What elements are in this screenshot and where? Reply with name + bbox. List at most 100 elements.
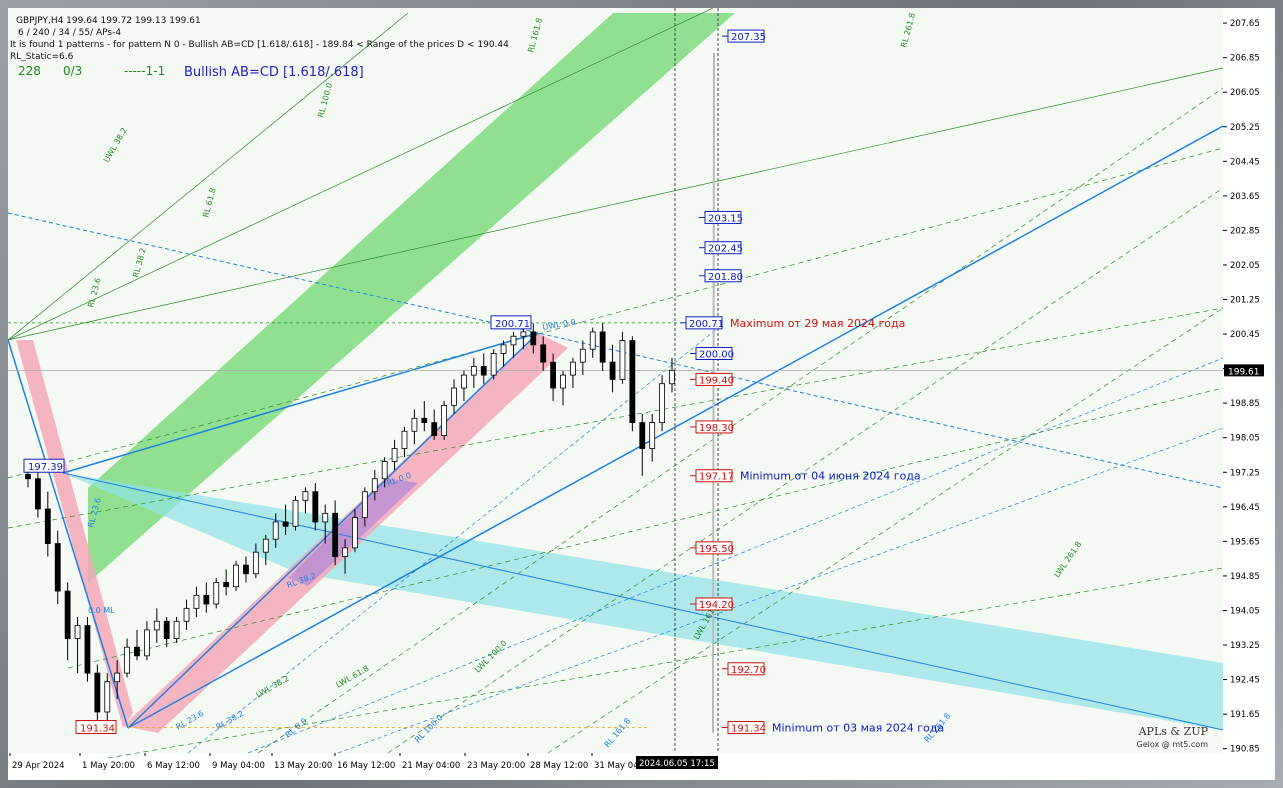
info-line-2: It is found 1 patterns - for pattern N 0…	[10, 40, 509, 50]
candle-39	[411, 409, 418, 445]
candle-body	[213, 582, 220, 605]
level-note: Maximum от 29 мая 2024 года	[730, 317, 905, 330]
candle-31	[332, 500, 339, 566]
candle-49	[510, 331, 517, 358]
green-fan-line-8	[387, 187, 1224, 754]
blue-fan-line-8	[337, 427, 1224, 754]
candle-12	[143, 621, 150, 661]
candle-body	[35, 478, 41, 510]
candle-body	[599, 331, 606, 363]
ytick-label-8: 201.25	[1230, 296, 1260, 306]
pivot-label-a: 197.39	[23, 458, 65, 473]
info-panel: GBPJPY,H4 199.64 199.72 199.13 199.61 6 …	[10, 16, 509, 80]
candle-7	[94, 664, 101, 728]
green-fan-line-2	[8, 67, 1224, 341]
level-7: 198.30	[690, 420, 734, 434]
candle-body	[550, 361, 557, 389]
level-11: 192.70	[722, 662, 766, 676]
candle-23	[252, 543, 259, 579]
green-channel	[88, 13, 735, 583]
ytick-label-16: 194.85	[1230, 572, 1260, 582]
price-axis	[1223, 8, 1275, 753]
ytick-label-17: 194.05	[1230, 606, 1260, 616]
candle-6	[84, 616, 91, 682]
candle-body	[332, 512, 339, 557]
candle-body	[570, 361, 576, 376]
level-10: 194.20	[690, 597, 734, 611]
candle-body	[134, 646, 140, 657]
pivot-box	[490, 315, 532, 330]
xtick-label-3: 9 May 04:00	[212, 761, 265, 771]
candle-body	[500, 344, 507, 354]
candle-body	[490, 353, 497, 376]
level-label: 200.71	[689, 319, 724, 330]
candle-body	[143, 629, 150, 657]
candle-20	[223, 569, 230, 596]
candle-body	[421, 417, 428, 424]
candle-54	[560, 370, 566, 406]
watermark-line-2: Gelox @ mt5.com	[1137, 740, 1209, 749]
candle-body	[619, 340, 626, 380]
xtick-label-8: 28 May 12:00	[530, 761, 588, 771]
candle-layer	[25, 322, 675, 728]
level-5: 200.00	[690, 347, 734, 361]
pivot-text: 197.39	[28, 462, 63, 473]
ytick-label-6: 202.85	[1230, 226, 1260, 236]
candle-42	[441, 401, 448, 440]
candle-60	[619, 331, 626, 384]
blue-fan-line-7	[247, 357, 1224, 754]
level-box	[727, 29, 765, 43]
candle-53	[550, 353, 557, 402]
candle-body	[560, 374, 566, 389]
candle-36	[381, 457, 388, 488]
ytick-label-20: 191.65	[1230, 710, 1260, 720]
candle-4	[64, 582, 71, 661]
candle-8	[104, 673, 111, 721]
candle-46	[480, 353, 487, 384]
level-label: 197.17	[699, 472, 734, 483]
candle-body	[371, 478, 378, 493]
level-2: 202.45	[699, 241, 743, 255]
candle-47	[490, 349, 497, 380]
pivot-box	[23, 458, 65, 473]
ytick-label-21: 190.85	[1230, 745, 1260, 755]
level-3: 201.80	[699, 269, 743, 283]
level-0: 207.35	[722, 29, 766, 43]
candle-body	[540, 344, 547, 363]
chart-area[interactable]: UWL 38.2 RL 61.8 RL 38.2 RL 23.6 RL 100.0 RL …	[8, 8, 1275, 780]
ytick-label-9: 200.45	[1230, 330, 1260, 340]
level-box	[727, 662, 765, 676]
candle-body	[609, 361, 616, 380]
level-label: 198.30	[699, 423, 734, 434]
candle-body	[352, 517, 358, 549]
cursor-time-box	[636, 756, 718, 769]
candle-body	[74, 625, 81, 639]
watermark-line-1: APLs & ZUP	[1138, 725, 1209, 738]
candle-body	[94, 672, 101, 713]
ytick-label-4: 204.45	[1230, 157, 1260, 167]
candle-57	[589, 327, 596, 358]
candle-44	[461, 370, 467, 402]
candle-body	[391, 448, 398, 462]
level-label: 195.50	[699, 544, 734, 555]
xtick-label-1: 1 May 20:00	[82, 761, 135, 771]
green-fan-line-1	[8, 8, 714, 341]
candle-body	[272, 521, 279, 540]
candle-51	[530, 323, 537, 354]
candle-body	[589, 331, 596, 350]
candle-30	[322, 504, 329, 544]
candle-body	[451, 387, 457, 406]
candle-body	[510, 335, 517, 346]
level-box	[685, 316, 723, 330]
level-label: 191.34	[731, 724, 766, 735]
candle-64	[659, 375, 665, 432]
candle-38	[401, 426, 408, 458]
price-chart[interactable]: UWL 38.2RL 61.8RL 38.2RL 23.6RL 100.0RL …	[8, 8, 1275, 780]
candle-body	[183, 607, 190, 622]
pivot-label-b: 191.34	[75, 720, 117, 735]
ytick-label-19: 192.45	[1230, 676, 1260, 686]
ytick-label-12: 198.05	[1230, 434, 1260, 444]
candle-41	[431, 409, 438, 440]
stat-ratio: 0/3	[63, 64, 82, 78]
